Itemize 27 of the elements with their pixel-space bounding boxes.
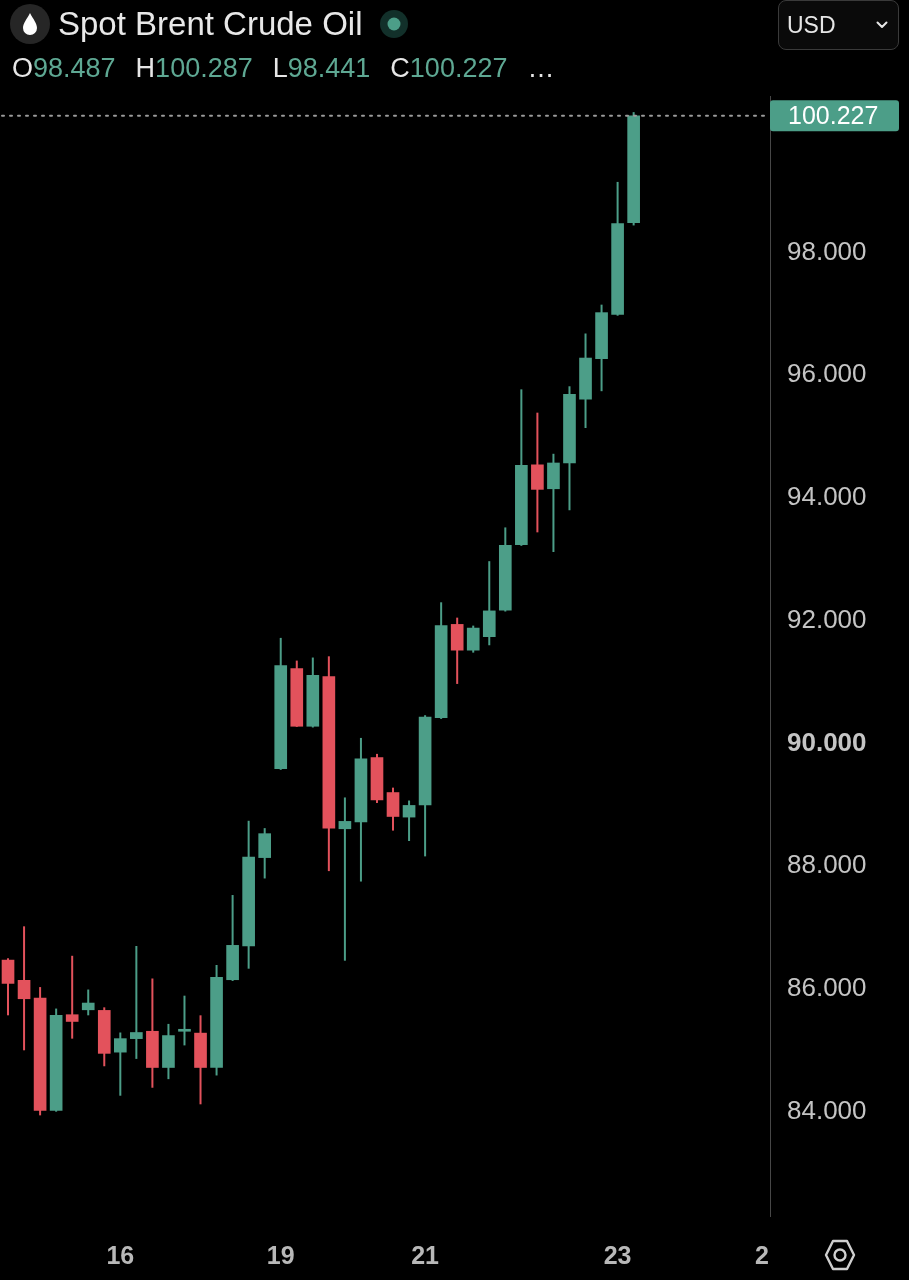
y-tick-label: 96.000 xyxy=(787,358,867,389)
candlestick xyxy=(17,925,31,1052)
y-tick-label: 98.000 xyxy=(787,235,867,266)
candlestick xyxy=(402,799,416,843)
x-tick-label: 21 xyxy=(411,1240,440,1269)
candlestick xyxy=(130,944,143,1060)
y-tick-label: 84.000 xyxy=(787,1094,867,1125)
y-tick-label: 94.000 xyxy=(787,481,867,512)
chart-title: Spot Brent Crude Oil xyxy=(58,5,363,43)
candlestick xyxy=(65,954,79,1040)
x-tick-label: 16 xyxy=(106,1240,135,1269)
y-axis-title: USD xyxy=(787,11,836,39)
ref-line-label: 100.227 xyxy=(788,100,879,129)
y-tick-label: 88.000 xyxy=(787,849,867,880)
y-tick-label: 92.000 xyxy=(787,603,867,634)
candlestick xyxy=(1,957,15,1017)
candlestick xyxy=(113,1031,127,1097)
candlestick xyxy=(178,994,191,1047)
x-tick-label: 2 xyxy=(755,1240,769,1269)
y-tick-label: 90.000 xyxy=(787,726,867,757)
x-tick-label: 23 xyxy=(603,1240,632,1269)
y-tick-label: 86.000 xyxy=(787,972,867,1003)
x-tick-label: 19 xyxy=(266,1240,295,1269)
candlestick xyxy=(338,796,352,962)
candlestick xyxy=(466,624,480,654)
text: O98.487 H100.287 L98.441 C100.227 … xyxy=(12,53,555,83)
candlestick xyxy=(81,988,95,1017)
